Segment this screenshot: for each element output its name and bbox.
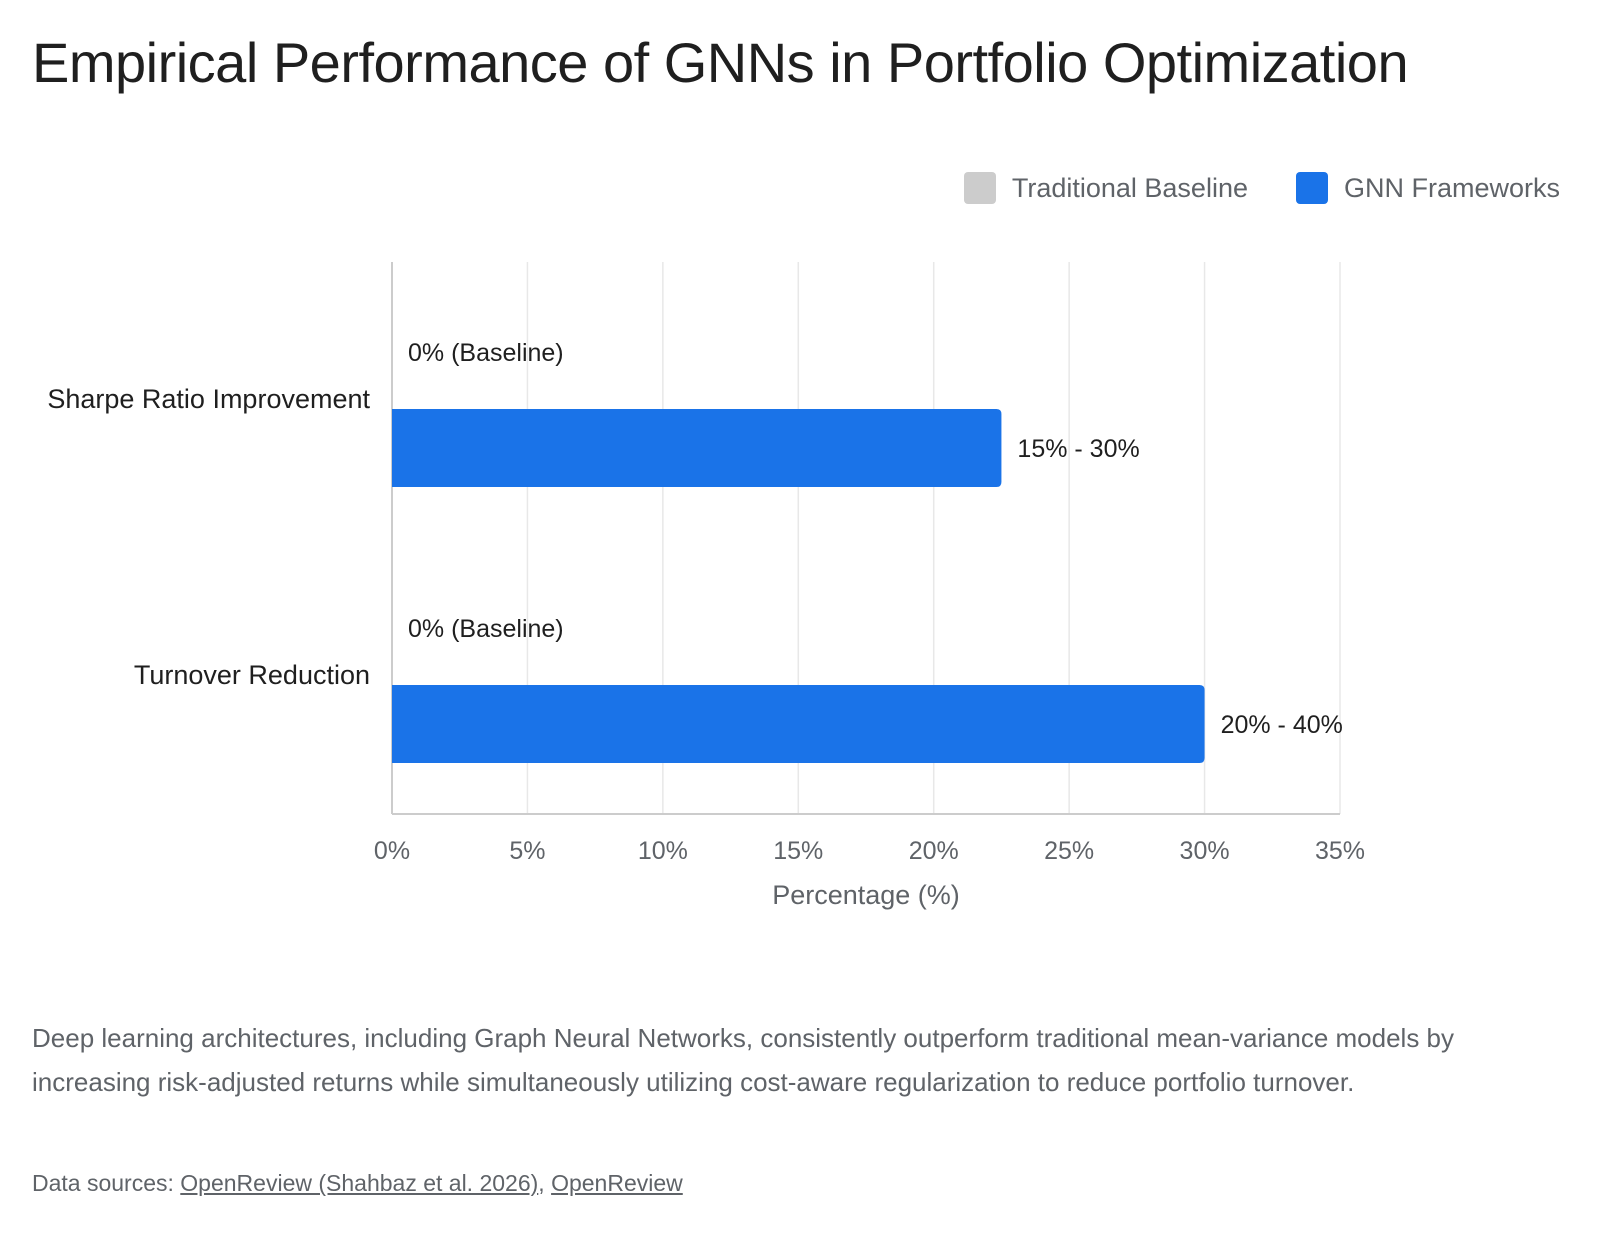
y-category-label: Turnover Reduction xyxy=(134,660,370,690)
legend-label-gnn-frameworks: GNN Frameworks xyxy=(1343,172,1560,203)
sources-separator: , xyxy=(538,1170,552,1196)
bar-chart: 0% 5% 10% 15% 20% 25% 30% 35% Percentage (%) Shar… xyxy=(47,262,1365,910)
x-tick-label: 10% xyxy=(638,837,688,865)
bar-gnn-frameworks xyxy=(392,409,1002,487)
bar-data-label: 20% - 40% xyxy=(1221,711,1343,739)
x-tick-label: 35% xyxy=(1315,837,1365,865)
bar-gnn-frameworks xyxy=(392,685,1205,763)
source-link-openreview[interactable]: OpenReview xyxy=(551,1170,683,1196)
x-tick-label: 25% xyxy=(1044,837,1094,865)
x-tick-label: 0% xyxy=(374,837,410,865)
chart-description: Deep learning architectures, including G… xyxy=(32,1023,1455,1097)
x-tick-label: 20% xyxy=(909,837,959,865)
x-tick-label: 15% xyxy=(773,837,823,865)
chart-title: Empirical Performance of GNNs in Portfol… xyxy=(32,31,1409,94)
x-tick-label: 5% xyxy=(509,837,545,865)
x-tick-label: 30% xyxy=(1180,837,1230,865)
bar-data-label: 0% (Baseline) xyxy=(408,339,564,367)
legend-label-traditional-baseline: Traditional Baseline xyxy=(1011,172,1248,203)
legend-swatch-traditional-baseline xyxy=(963,172,996,204)
legend-swatch-gnn-frameworks xyxy=(1295,172,1328,204)
bar-data-label: 15% - 30% xyxy=(1017,435,1139,463)
source-link-shahbaz[interactable]: OpenReview (Shahbaz et al. 2026) xyxy=(180,1170,539,1196)
legend-item-traditional-baseline[interactable]: Traditional Baseline xyxy=(963,172,1248,204)
data-sources: Data sources: OpenReview (Shahbaz et al.… xyxy=(32,1170,683,1197)
y-category-label: Sharpe Ratio Improvement xyxy=(47,384,370,414)
legend-item-gnn-frameworks[interactable]: GNN Frameworks xyxy=(1295,172,1560,204)
sources-prefix: Data sources: xyxy=(32,1170,181,1196)
x-axis-label: Percentage (%) xyxy=(772,880,960,910)
chart-legend: Traditional Baseline GNN Frameworks xyxy=(963,172,1560,204)
bar-data-label: 0% (Baseline) xyxy=(408,615,564,643)
